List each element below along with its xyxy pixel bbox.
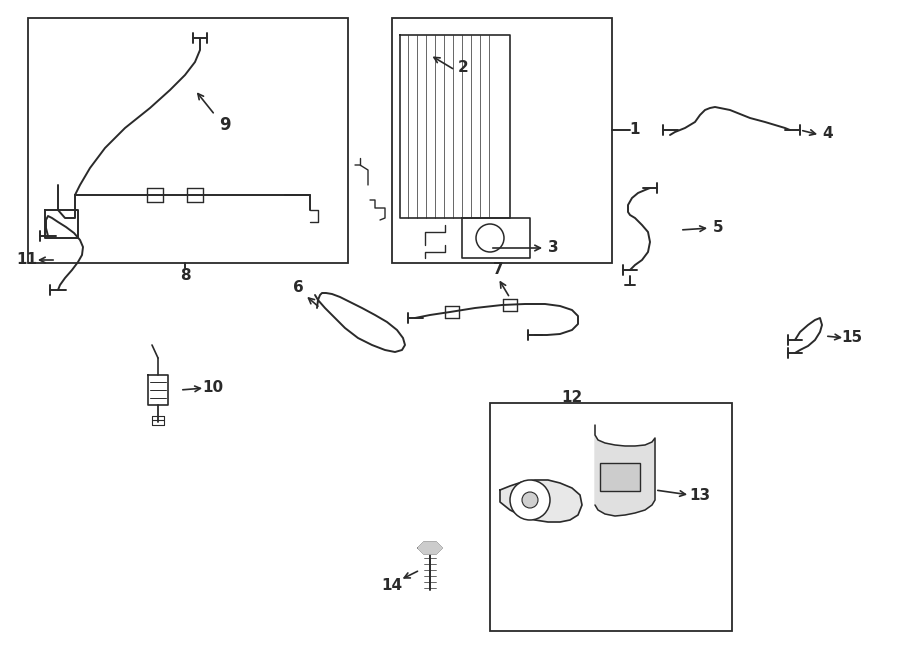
Text: 14: 14: [382, 578, 402, 592]
Polygon shape: [418, 542, 442, 554]
Bar: [392, 18, 612, 263]
Text: 15: 15: [842, 329, 862, 344]
Text: 3: 3: [548, 241, 558, 256]
Circle shape: [522, 492, 538, 508]
Text: 10: 10: [202, 381, 223, 395]
Text: 6: 6: [292, 280, 303, 295]
Text: 1: 1: [630, 122, 640, 137]
Bar: [490, 403, 732, 631]
Text: 11: 11: [16, 253, 38, 268]
Text: 8: 8: [180, 268, 190, 282]
Text: 2: 2: [457, 61, 468, 75]
Circle shape: [510, 480, 550, 520]
Text: 9: 9: [220, 116, 230, 134]
Text: 7: 7: [492, 262, 503, 278]
Bar: [28, 18, 348, 263]
Polygon shape: [500, 480, 582, 522]
Text: 12: 12: [562, 391, 582, 405]
Bar: [600, 463, 640, 491]
Text: 5: 5: [713, 219, 724, 235]
Text: 13: 13: [689, 488, 711, 502]
Polygon shape: [595, 425, 655, 516]
Circle shape: [476, 224, 504, 252]
Text: 4: 4: [823, 126, 833, 141]
